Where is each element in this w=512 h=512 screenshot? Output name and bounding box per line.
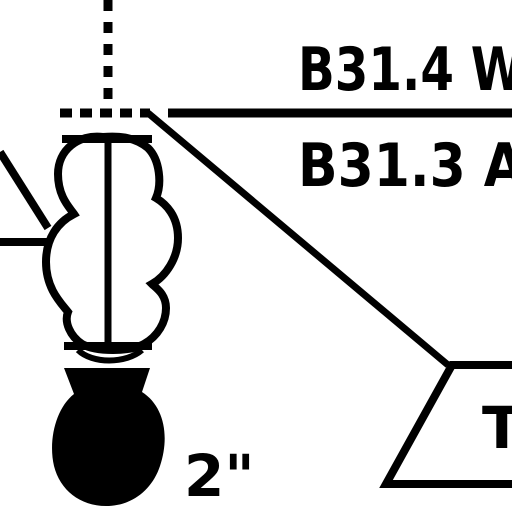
fitting-inner-curve <box>75 347 144 364</box>
upper-callout-label: B31.4 W <box>298 35 512 105</box>
valve-symbol <box>52 368 165 506</box>
fitting-body <box>41 132 183 354</box>
lower-callout-label: B31.3 A <box>298 131 512 201</box>
tag-box <box>379 361 512 488</box>
leader-line <box>145 110 451 368</box>
tag-box-label: T <box>482 394 512 462</box>
left-diagonal-line <box>0 149 52 231</box>
pipe-size-label: 2" <box>184 442 255 510</box>
